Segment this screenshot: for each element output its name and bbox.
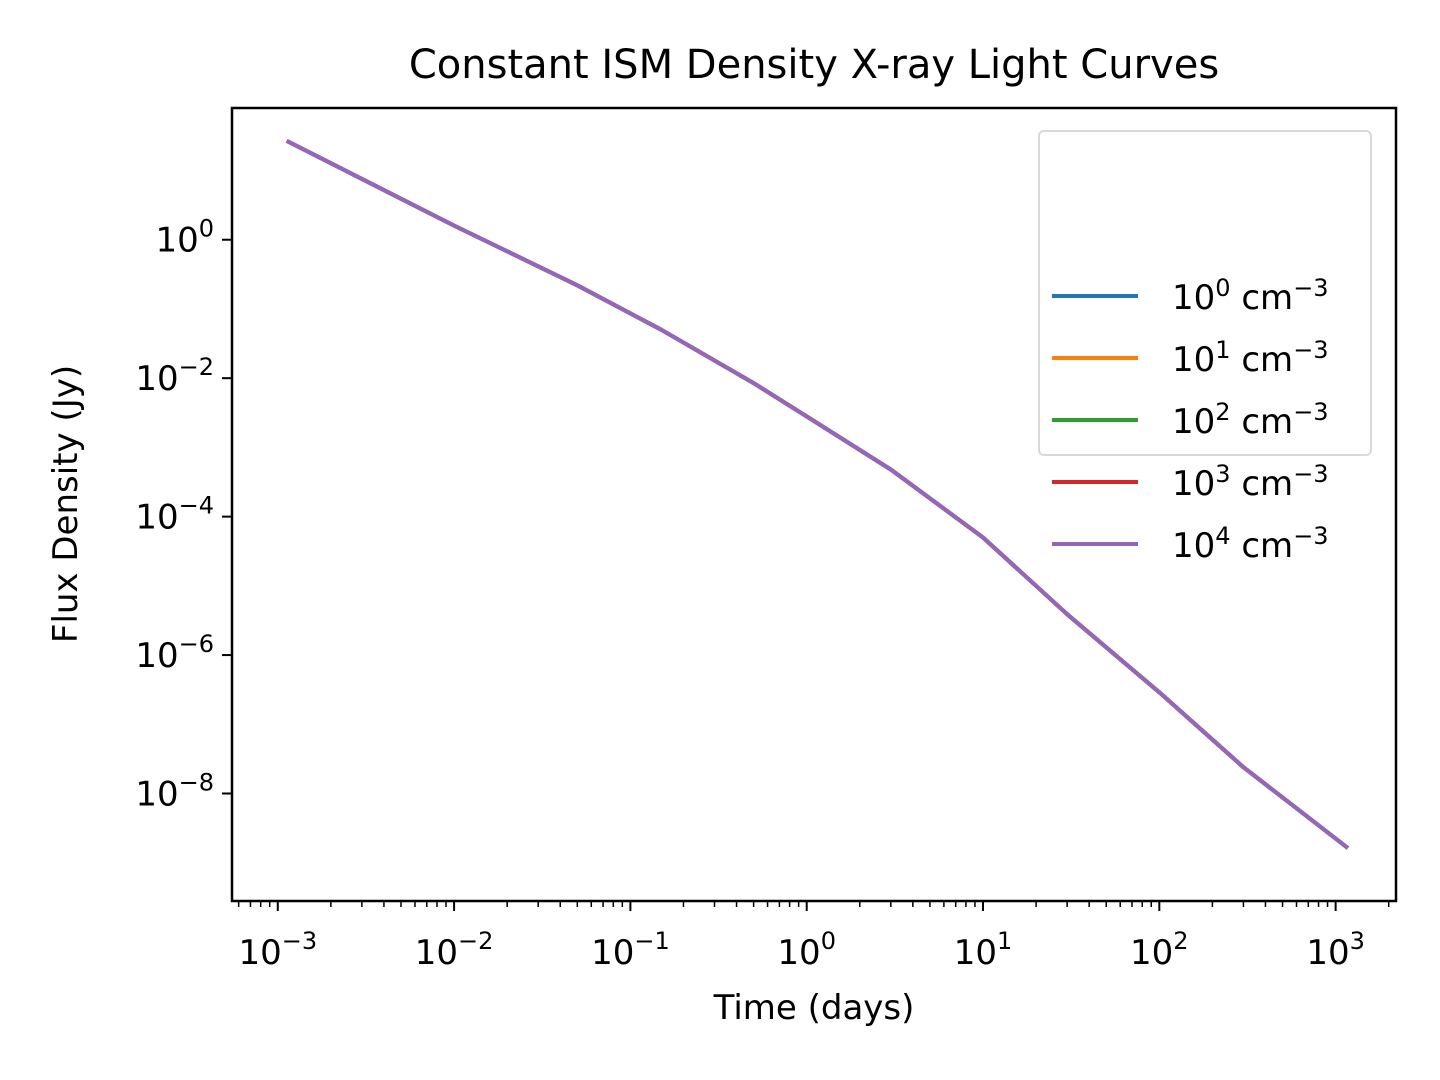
- chart-title: Constant ISM Density X-ray Light Curves: [408, 42, 1220, 88]
- x-tick-label: 10−2: [415, 927, 494, 973]
- legend-label: 100 cm−3: [1172, 274, 1329, 318]
- legend-item: 100 cm−3: [1052, 274, 1329, 318]
- legend: 100 cm−3 101 cm−3 102 cm−3 103 cm−3 104 …: [1038, 130, 1372, 566]
- legend-item: 102 cm−3: [1052, 398, 1329, 442]
- series-line: [285, 139, 1350, 850]
- legend-item: 101 cm−3: [1052, 336, 1329, 380]
- legend-label: 104 cm−3: [1172, 522, 1329, 566]
- y-axis-label: Flux Density (Jy): [46, 364, 86, 644]
- y-tick-label: 10−4: [135, 492, 214, 538]
- legend-label: 101 cm−3: [1172, 336, 1329, 380]
- plot-frame: [230, 106, 1398, 903]
- y-tick-label: 10−2: [135, 353, 214, 399]
- x-axis-label: Time (days): [713, 988, 915, 1028]
- legend-swatch: [1052, 542, 1138, 546]
- series-lines: [285, 139, 1350, 850]
- y-tick-label: 100: [155, 215, 214, 261]
- legend-swatch: [1052, 480, 1138, 484]
- x-tick-label: 100: [777, 927, 836, 973]
- legend-label: 103 cm−3: [1172, 460, 1329, 504]
- x-tick-label: 10−3: [238, 927, 317, 973]
- legend-item: 104 cm−3: [1052, 522, 1329, 566]
- y-tick-label: 10−6: [135, 630, 214, 676]
- y-major-ticks: 100 10−2 10−4 10−6 10−8: [135, 215, 232, 815]
- legend-label: 102 cm−3: [1172, 398, 1329, 442]
- y-tick-label: 10−8: [135, 769, 214, 815]
- x-tick-label: 10−1: [591, 927, 670, 973]
- legend-swatch: [1052, 294, 1138, 298]
- x-tick-label: 103: [1306, 927, 1365, 973]
- legend-swatch: [1052, 356, 1138, 360]
- x-major-ticks: 10−3 10−2 10−1 100 101 102 103: [238, 901, 1365, 973]
- x-tick-label: 101: [954, 927, 1013, 973]
- x-tick-label: 102: [1130, 927, 1189, 973]
- legend-swatch: [1052, 418, 1138, 422]
- legend-item: 103 cm−3: [1052, 460, 1329, 504]
